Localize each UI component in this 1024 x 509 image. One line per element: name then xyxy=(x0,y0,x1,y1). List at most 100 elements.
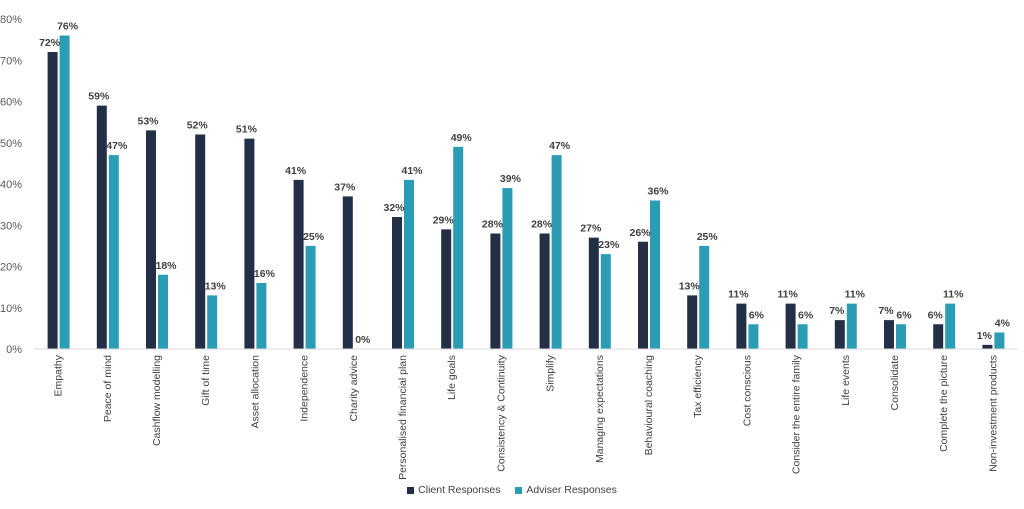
legend-swatch-client xyxy=(407,486,415,494)
y-tick-label: 50% xyxy=(0,138,22,150)
x-tick-label: Cashflow modelling xyxy=(151,355,163,446)
data-label-adviser: 16% xyxy=(254,268,276,280)
bar-adviser-responses xyxy=(59,35,70,349)
x-axis: Empathy Peace of mind Cashflow modelling Gi… xyxy=(34,348,1018,480)
bars xyxy=(47,35,1005,349)
data-label-client: 26% xyxy=(629,227,651,239)
x-tick-label: Independence xyxy=(299,355,311,422)
data-label-client: 32% xyxy=(383,202,405,214)
bar-adviser-responses xyxy=(699,245,710,349)
bar-client-responses xyxy=(638,241,648,349)
data-label-adviser: 49% xyxy=(451,132,473,144)
bar-client-responses xyxy=(539,233,550,349)
x-tick-label: Managing expectations xyxy=(594,355,606,463)
bar-client-responses xyxy=(244,138,255,349)
bar-client-responses xyxy=(47,52,58,349)
bar-client-responses xyxy=(293,179,304,349)
legend-item-client: Client Responses xyxy=(407,484,500,496)
data-label-client: 37% xyxy=(334,181,356,193)
bar-adviser-responses xyxy=(207,295,218,349)
bar-client-responses xyxy=(834,320,845,349)
bar-adviser-responses xyxy=(896,324,906,349)
bar-client-responses xyxy=(588,237,599,349)
data-label-adviser: 13% xyxy=(205,280,227,292)
y-tick-label: 60% xyxy=(0,97,22,109)
data-label-client: 52% xyxy=(187,120,209,132)
data-label-adviser: 41% xyxy=(401,165,423,177)
data-label-adviser: 11% xyxy=(845,289,866,301)
data-label-adviser: 18% xyxy=(155,260,177,272)
bar-adviser-responses xyxy=(108,155,119,349)
x-tick-label: Empathy xyxy=(53,354,65,396)
bar-client-responses xyxy=(736,303,747,349)
bar-client-responses xyxy=(441,229,452,349)
data-label-adviser: 47% xyxy=(549,140,571,152)
data-label-client: 51% xyxy=(236,124,258,136)
data-label-client: 59% xyxy=(88,91,110,103)
bar-adviser-responses xyxy=(650,200,660,349)
x-tick-label: Life events xyxy=(840,355,852,406)
data-label-adviser: 25% xyxy=(303,231,325,243)
bar-adviser-responses xyxy=(404,179,414,349)
x-tick-label: Simplify xyxy=(545,354,557,392)
data-label-adviser: 25% xyxy=(697,231,719,243)
y-tick-label: 40% xyxy=(0,179,22,191)
bar-adviser-responses xyxy=(846,303,857,349)
data-label-client: 7% xyxy=(878,305,894,317)
data-label-client: 41% xyxy=(285,165,307,177)
data-label-client: 29% xyxy=(433,214,455,226)
y-tick-label: 80% xyxy=(0,14,22,26)
legend-swatch-adviser xyxy=(515,486,523,494)
bar-adviser-responses xyxy=(797,324,808,349)
bar-client-responses xyxy=(392,217,402,349)
data-label-client: 28% xyxy=(482,219,504,231)
data-label-client: 11% xyxy=(728,289,749,301)
bar-client-responses xyxy=(490,233,501,349)
bar-client-responses xyxy=(195,134,206,349)
x-tick-label: Consistency & Continuity xyxy=(495,354,507,471)
x-tick-label: Consider the entire family xyxy=(791,354,803,474)
data-label-adviser: 6% xyxy=(798,309,814,321)
legend: Client Responses Adviser Responses xyxy=(0,484,1024,497)
y-axis: 0% 10% 20% 30% 40% 50% 60% 70% 80% xyxy=(0,14,22,356)
bar-adviser-responses xyxy=(748,324,759,349)
y-tick-label: 10% xyxy=(0,303,22,315)
data-label-adviser: 36% xyxy=(647,186,669,198)
data-label-adviser: 23% xyxy=(598,239,620,251)
y-tick-label: 30% xyxy=(0,220,22,232)
legend-item-adviser: Adviser Responses xyxy=(515,484,617,496)
data-label-client: 27% xyxy=(580,223,602,235)
data-label-adviser: 0% xyxy=(355,334,371,346)
x-tick-label: Complete the picture xyxy=(938,355,950,452)
bar-client-responses xyxy=(146,130,156,349)
x-tick-label: Consolidate xyxy=(889,355,901,411)
data-label-client: 53% xyxy=(137,115,159,127)
bar-adviser-responses xyxy=(994,332,1005,349)
bar-adviser-responses xyxy=(256,283,267,349)
data-label-client: 7% xyxy=(829,305,845,317)
x-tick-label: Cost conscious xyxy=(741,355,753,426)
bar-adviser-responses xyxy=(945,303,956,349)
bar-adviser-responses xyxy=(551,155,562,349)
data-label-client: 13% xyxy=(679,280,701,292)
x-tick-label: Asset allocation xyxy=(249,355,261,429)
bar-client-responses xyxy=(687,295,698,349)
data-labels: 72% 76% 59% 47% 53% 18% 52% 13% 51% 16% 41% 25% 37% 0… xyxy=(39,21,1011,347)
data-label-adviser: 11% xyxy=(943,289,964,301)
bar-adviser-responses xyxy=(453,146,464,349)
y-tick-label: 20% xyxy=(0,262,22,274)
bar-client-responses xyxy=(884,320,894,349)
data-label-client: 11% xyxy=(777,289,798,301)
bar-adviser-responses xyxy=(502,188,513,349)
data-label-client: 72% xyxy=(39,37,61,49)
x-tick-label: Tax efficiency xyxy=(692,354,704,418)
data-label-adviser: 76% xyxy=(57,21,79,33)
x-tick-label: Behavioural coaching xyxy=(643,355,655,456)
data-label-adviser: 4% xyxy=(995,318,1011,330)
bar-client-responses xyxy=(933,324,944,349)
data-label-adviser: 6% xyxy=(896,309,912,321)
bar-client-responses xyxy=(982,344,993,349)
bar-client-responses xyxy=(342,196,353,349)
bar-client-responses xyxy=(96,105,107,349)
data-label-adviser: 39% xyxy=(500,173,522,185)
